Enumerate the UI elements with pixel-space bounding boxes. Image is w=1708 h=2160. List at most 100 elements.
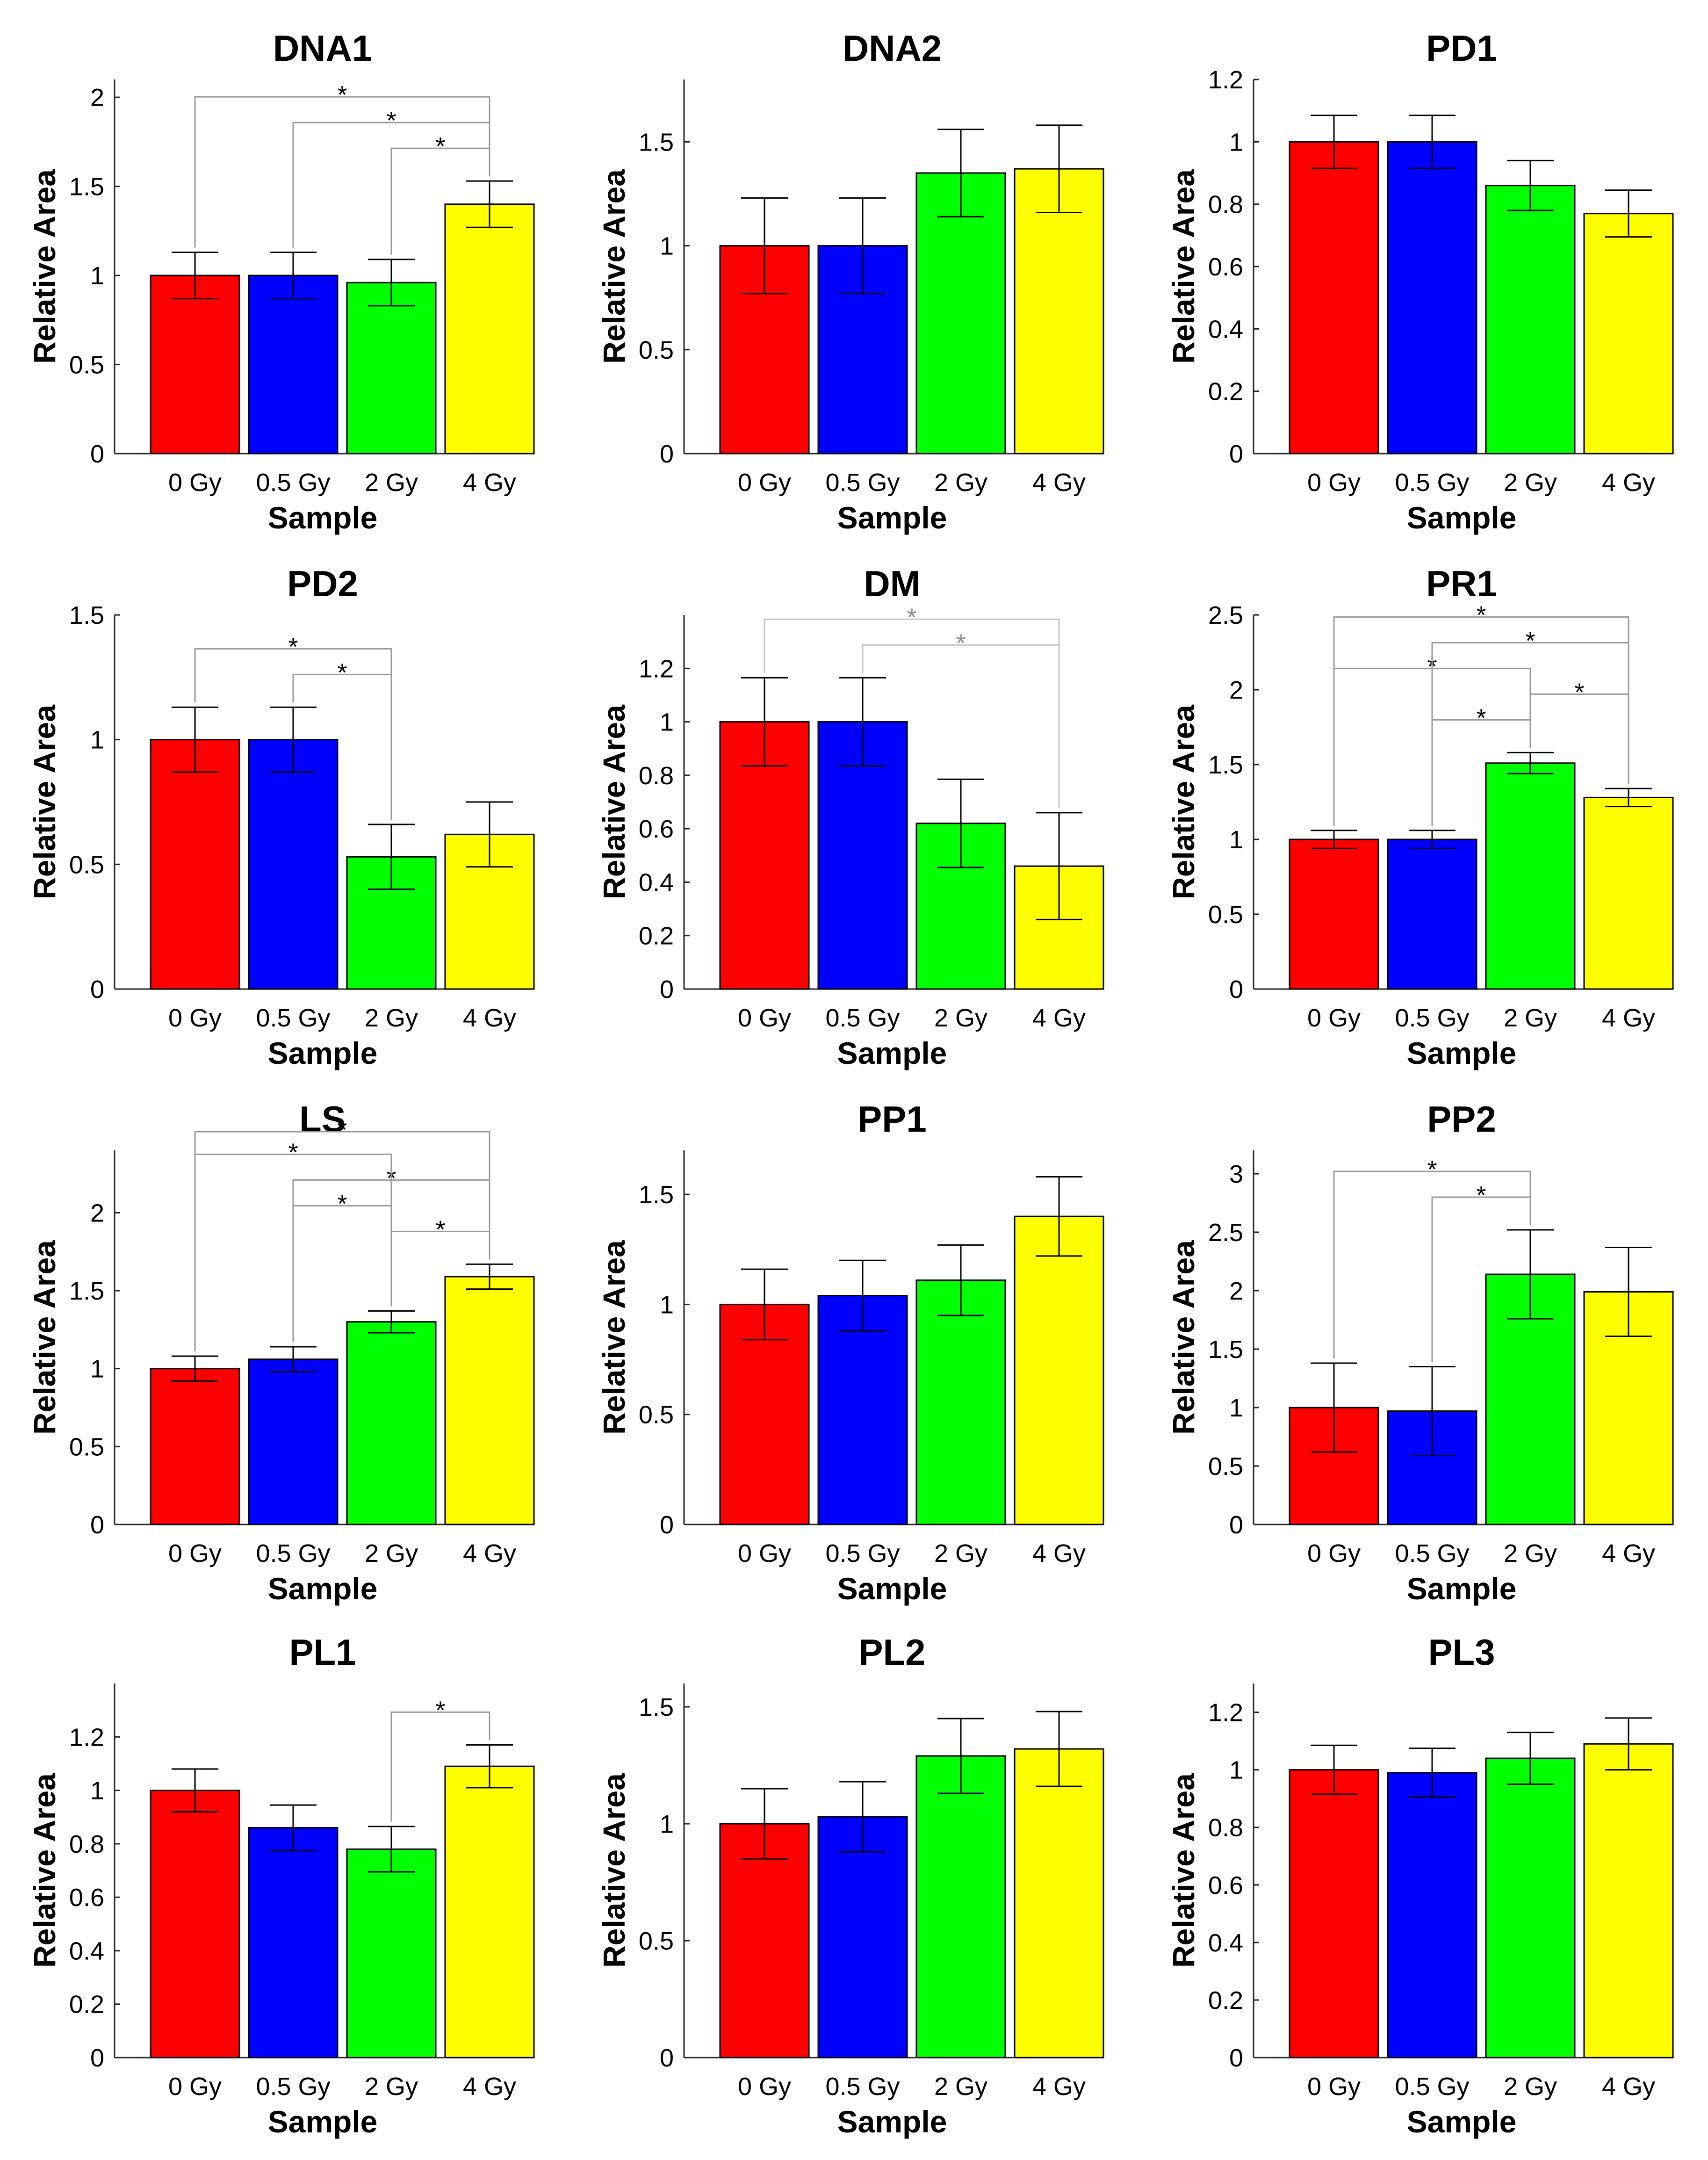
x-tick-label: 4 Gy bbox=[463, 1004, 516, 1032]
y-tick-label: 1.2 bbox=[1208, 66, 1243, 94]
y-axis-label: Relative Area bbox=[27, 1773, 62, 1968]
x-tick-label: 4 Gy bbox=[463, 1539, 516, 1568]
x-tick-label: 0 Gy bbox=[1307, 1539, 1361, 1568]
bar bbox=[150, 275, 240, 455]
chart-panel-pl2: PL2 0 0.5 1 1.5 Relative Area 0 Gy 0.5 Gy 2 Gy 4 … bbox=[569, 1604, 1121, 2139]
significance-star: * bbox=[1476, 601, 1486, 629]
x-tick-label: 0.5 Gy bbox=[256, 1539, 330, 1568]
y-axis-label: Relative Area bbox=[597, 1773, 631, 1968]
y-tick-label: 1 bbox=[660, 232, 674, 260]
x-tick-label: 0.5 Gy bbox=[256, 469, 330, 497]
x-tick-label: 0.5 Gy bbox=[1395, 2073, 1469, 2101]
significance-star: * bbox=[956, 629, 966, 657]
y-tick-label: 2 bbox=[1229, 1277, 1243, 1305]
bar bbox=[248, 1827, 339, 2059]
y-axis-label: Relative Area bbox=[1166, 1240, 1201, 1435]
x-axis-label: Sample bbox=[268, 1036, 378, 1070]
significance-star: * bbox=[1574, 678, 1584, 706]
x-axis-label: Sample bbox=[837, 1036, 947, 1070]
x-tick-label: 4 Gy bbox=[1602, 2073, 1655, 2101]
y-axis-label: Relative Area bbox=[597, 169, 631, 364]
bar bbox=[1583, 796, 1674, 990]
chart-pp2: PP2 0 0.5 1 1.5 2 2.5 3 Relative Area 0 Gy 0.5 Gy 2… bbox=[1166, 1098, 1674, 1606]
y-tick-label: 3 bbox=[1229, 1160, 1243, 1188]
y-tick-label: 0.4 bbox=[1208, 315, 1243, 343]
chart-title: DNA2 bbox=[843, 28, 942, 69]
bar bbox=[346, 282, 437, 455]
y-tick-label: 1 bbox=[660, 708, 674, 737]
y-tick-label: 0.2 bbox=[1208, 1987, 1243, 2015]
bar bbox=[248, 739, 339, 990]
significance-star: * bbox=[337, 81, 347, 109]
y-axis-label: Relative Area bbox=[1166, 169, 1201, 364]
chart-title: PP1 bbox=[858, 1098, 926, 1140]
chart-title: PL2 bbox=[858, 1632, 925, 1673]
x-tick-label: 2 Gy bbox=[365, 2073, 418, 2101]
y-tick-label: 0.5 bbox=[69, 851, 104, 879]
y-tick-label: 1.5 bbox=[639, 128, 674, 156]
significance-star: * bbox=[337, 658, 347, 686]
x-tick-label: 0 Gy bbox=[738, 469, 791, 497]
x-tick-label: 4 Gy bbox=[1032, 1539, 1086, 1568]
chart-panel-pp1: PP1 0 0.5 1 1.5 Relative Area 0 Gy 0.5 Gy 2 Gy 4 … bbox=[569, 1071, 1121, 1606]
x-axis-label: Sample bbox=[268, 2104, 378, 2139]
bar bbox=[719, 1303, 810, 1525]
y-tick-label: 0.2 bbox=[1208, 378, 1243, 406]
y-tick-label: 1.5 bbox=[69, 1277, 104, 1305]
chart-title: DM bbox=[864, 563, 920, 604]
y-tick-label: 0.6 bbox=[69, 1884, 104, 1912]
y-tick-label: 0.5 bbox=[69, 351, 104, 379]
y-tick-label: 2.5 bbox=[1208, 1219, 1243, 1247]
x-tick-label: 0 Gy bbox=[738, 1539, 791, 1568]
bar bbox=[1289, 1769, 1379, 2059]
bar bbox=[346, 1848, 437, 2059]
y-tick-label: 2 bbox=[1229, 676, 1243, 704]
x-tick-label: 2 Gy bbox=[1504, 1539, 1557, 1568]
significance-star: * bbox=[907, 603, 916, 631]
significance-star: * bbox=[1427, 1156, 1437, 1184]
bar bbox=[150, 739, 240, 990]
significance-bracket bbox=[194, 96, 490, 248]
chart-panel-dna1: DNA1 0 0.5 1 1.5 2 Relative Area 0 Gy 0.5 Gy 2 Gy… bbox=[0, 0, 552, 535]
chart-panel-ls: LS 0 0.5 1 1.5 2 Relative Area 0 Gy 0.5 Gy 2 Gy 4 … bbox=[0, 1071, 552, 1606]
x-tick-label: 4 Gy bbox=[1032, 2073, 1086, 2101]
y-tick-label: 0.5 bbox=[69, 1433, 104, 1461]
y-tick-label: 1.5 bbox=[1208, 751, 1243, 779]
chart-pl2: PL2 0 0.5 1 1.5 Relative Area 0 Gy 0.5 Gy 2 Gy 4 … bbox=[597, 1632, 1104, 2139]
x-tick-label: 4 Gy bbox=[463, 469, 516, 497]
chart-pd1: PD1 0 0.2 0.4 0.6 0.8 1 1.2 Relative Area 0 Gy 0.5… bbox=[1166, 28, 1674, 535]
bar bbox=[150, 1790, 240, 2059]
x-axis-label: Sample bbox=[837, 500, 947, 535]
x-axis-label: Sample bbox=[1407, 1571, 1517, 1606]
y-tick-label: 1.2 bbox=[639, 655, 674, 683]
y-tick-label: 1.5 bbox=[69, 173, 104, 201]
y-tick-label: 1 bbox=[90, 1355, 104, 1383]
significance-star: * bbox=[435, 132, 445, 160]
chart-title: PR1 bbox=[1426, 563, 1497, 604]
x-axis-label: Sample bbox=[837, 2104, 947, 2139]
x-tick-label: 0.5 Gy bbox=[825, 469, 900, 497]
y-axis-label: Relative Area bbox=[1166, 704, 1201, 899]
y-tick-label: 0 bbox=[1229, 975, 1243, 1004]
chart-pd2: PD2 0 0.5 1 1.5 Relative Area 0 Gy 0.5 Gy 2 Gy 4 … bbox=[27, 563, 535, 1070]
bar bbox=[1014, 1215, 1104, 1525]
significance-bracket bbox=[1333, 1170, 1531, 1358]
chart-dm: DM 0 0.2 0.4 0.6 0.8 1 1.2 Relative Area 0 Gy 0.5 … bbox=[597, 563, 1104, 1070]
x-axis-label: Sample bbox=[1407, 500, 1517, 535]
chart-dna1: DNA1 0 0.5 1 1.5 2 Relative Area 0 Gy 0.5 Gy 2 Gy… bbox=[27, 28, 535, 535]
chart-ls: LS 0 0.5 1 1.5 2 Relative Area 0 Gy 0.5 Gy 2 Gy 4 … bbox=[27, 1098, 535, 1606]
x-tick-label: 0.5 Gy bbox=[256, 1004, 330, 1032]
y-axis-label: Relative Area bbox=[27, 1240, 62, 1435]
bar bbox=[150, 1368, 240, 1525]
x-tick-label: 4 Gy bbox=[1602, 1539, 1655, 1568]
bar bbox=[1289, 838, 1379, 990]
y-tick-label: 1 bbox=[660, 1291, 674, 1319]
y-tick-label: 0.6 bbox=[1208, 1871, 1243, 1900]
y-tick-label: 0 bbox=[660, 440, 674, 468]
y-tick-label: 0 bbox=[90, 2044, 104, 2072]
chart-title: LS bbox=[299, 1098, 346, 1140]
y-tick-label: 0.5 bbox=[1208, 901, 1243, 929]
y-tick-label: 0.8 bbox=[639, 762, 674, 790]
x-tick-label: 4 Gy bbox=[1602, 1004, 1655, 1032]
